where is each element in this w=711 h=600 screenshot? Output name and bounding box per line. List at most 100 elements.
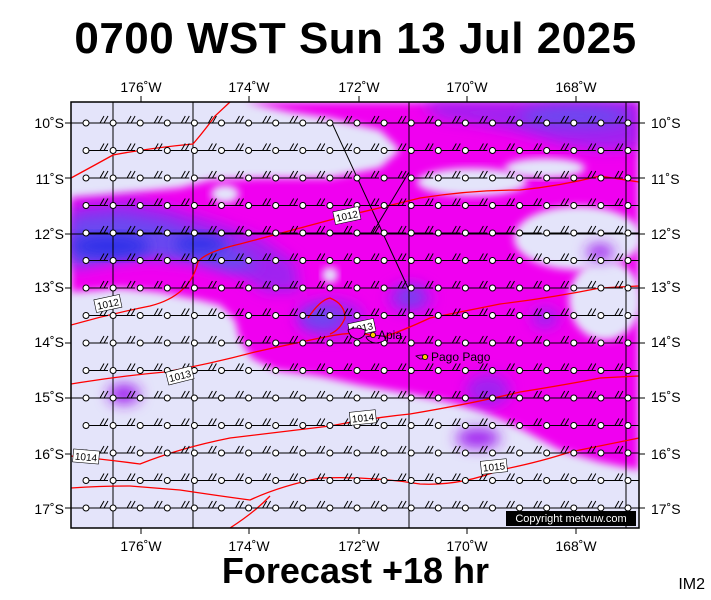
wind-station-circle	[380, 367, 388, 374]
wind-barb-feather	[587, 363, 593, 371]
lon-label: 170˚W	[446, 538, 488, 554]
wind-station-circle	[489, 504, 496, 512]
wind-barb-feather	[510, 363, 515, 371]
wind-barb-feather	[126, 280, 132, 289]
wind-barb-feather	[99, 500, 105, 509]
wind-barb-feather	[506, 143, 511, 151]
wind-barb-feather	[646, 144, 650, 151]
wind-barb-feather	[478, 280, 484, 289]
wind-barb-feather	[591, 500, 597, 509]
wind-barb-feather	[347, 500, 353, 509]
wind-station-circle	[109, 367, 117, 374]
wind-station-circle	[136, 422, 144, 429]
wind-barb-feather	[289, 225, 295, 234]
wind-station-circle	[434, 257, 442, 264]
wind-barb-feather	[614, 500, 620, 509]
wind-barb-feather	[370, 500, 376, 509]
wind-barb-feather	[347, 143, 353, 151]
wind-station-circle	[82, 422, 90, 429]
wind-station-circle	[353, 477, 361, 484]
wind-station-circle	[407, 339, 415, 347]
wind-station-circle	[109, 312, 117, 319]
wind-barb-feather	[320, 280, 326, 289]
wind-station-circle	[434, 394, 442, 402]
wind-barb-feather	[320, 198, 326, 206]
wind-barb-feather	[266, 115, 272, 124]
wind-barb-feather	[320, 363, 326, 371]
wind-station-circle	[380, 119, 388, 127]
wind-barb-feather	[211, 418, 217, 426]
wind-barb-feather	[428, 143, 434, 151]
wind-station-circle	[461, 477, 469, 484]
wind-barb-feather	[428, 198, 434, 206]
wind-barb-feather	[180, 280, 186, 289]
wind-barb-feather	[289, 418, 295, 426]
wind-barb-feather	[347, 308, 353, 316]
wind-barb-feather	[130, 143, 136, 151]
wind-barb-feather	[397, 115, 403, 124]
wind-barb-feather	[239, 198, 244, 206]
map-area: 1012 1012 1013 1013 1014 1014	[71, 102, 650, 528]
wind-barb-feather	[235, 363, 240, 371]
wind-barb-feather	[370, 115, 376, 124]
wind-barb-feather	[560, 170, 566, 179]
wind-barb-feather	[239, 418, 244, 426]
wind-station-circle	[434, 312, 442, 319]
wind-barb-feather	[184, 225, 190, 234]
wind-station-circle	[136, 284, 144, 292]
wind-barb-feather	[235, 225, 240, 234]
wind-station-circle	[380, 229, 388, 237]
wind-barb-feather	[262, 390, 268, 399]
wind-barb-feather	[506, 253, 511, 261]
wind-station-circle	[245, 257, 253, 264]
wind-barb-feather	[211, 390, 217, 399]
wind-barb-feather	[130, 198, 136, 206]
wind-barb-feather	[401, 390, 407, 399]
wind-station-circle	[109, 284, 117, 292]
wind-station-circle	[245, 394, 253, 402]
wind-barb-feather	[587, 225, 593, 234]
wind-barb-feather	[455, 280, 461, 289]
wind-station-circle	[407, 422, 415, 429]
wind-barb-feather	[262, 198, 268, 206]
wind-station-circle	[543, 367, 551, 374]
wind-barb-feather	[320, 500, 326, 509]
wind-station-circle	[326, 119, 334, 127]
wind-barb-feather	[207, 170, 213, 179]
wind-station-circle	[624, 367, 632, 374]
wind-station-circle	[516, 147, 524, 154]
wind-station-circle	[163, 174, 171, 182]
wind-barb-feather	[207, 280, 213, 289]
wind-station-circle	[624, 147, 632, 154]
wind-barb-feather	[642, 474, 646, 481]
wind-barb-feather	[103, 500, 109, 509]
wind-station-circle	[218, 312, 225, 319]
wind-barb-feather	[103, 198, 109, 206]
wind-barb-feather	[591, 308, 597, 316]
wind-barb-feather	[564, 225, 570, 234]
wind-barb-feather	[478, 225, 484, 234]
wind-barb-feather	[401, 253, 407, 261]
lat-labels-left: 10˚S 11˚S 12˚S 13˚S 14˚S 15˚S 16˚S 17˚S	[34, 115, 64, 517]
wind-barb-feather	[455, 335, 461, 344]
wind-station-circle	[190, 257, 198, 264]
wind-barb-feather	[153, 198, 159, 206]
wind-barb-feather	[614, 198, 620, 206]
wind-station-circle	[272, 477, 280, 484]
map-frame	[70, 101, 640, 529]
wind-barb-feather	[293, 363, 299, 371]
wind-barb-feather	[591, 473, 597, 481]
wind-barb-feather	[211, 143, 217, 151]
wind-barb-feather	[235, 308, 240, 316]
wind-barb-feather	[289, 115, 295, 124]
wind-barb-feather	[374, 143, 380, 151]
wind-barb-feather	[591, 170, 597, 179]
wind-barb-feather	[614, 418, 620, 426]
wind-barb-feather	[537, 500, 543, 509]
wind-barb-feather	[239, 280, 244, 289]
lat-label: 12˚S	[34, 226, 64, 242]
wind-station-circle	[326, 147, 334, 154]
wind-barb-feather	[482, 143, 488, 151]
wind-barb-feather	[157, 198, 163, 206]
wind-barb-feather	[207, 335, 213, 344]
